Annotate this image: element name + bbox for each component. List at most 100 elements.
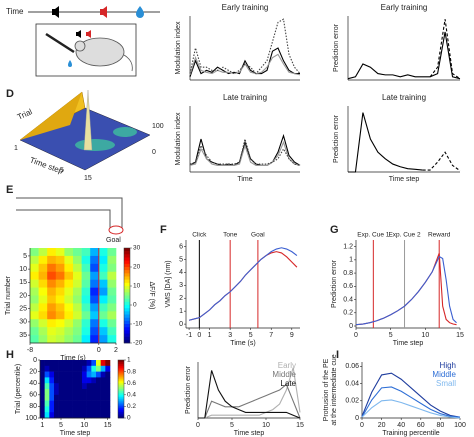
heatmap-cell [58, 383, 64, 390]
heatmap-cell [100, 389, 106, 396]
heatmap-cell [47, 327, 57, 336]
colorbar-tick-label: 30 [133, 245, 141, 252]
heatmap-cell [38, 319, 48, 328]
y-tick-label: 0 [179, 321, 183, 328]
heatmap-cell [38, 263, 48, 273]
colorbar-tick-label: 0 [133, 302, 137, 309]
x-tick-label: 5 [249, 332, 253, 339]
heatmap-cell [68, 383, 73, 390]
heatmap-cell [107, 271, 117, 280]
heatmap-cell [38, 327, 48, 336]
colorbar-step [124, 301, 130, 306]
heatmap-cell [90, 279, 100, 288]
heatmap-cell [100, 360, 106, 367]
colorbar-step [124, 273, 130, 277]
heatmap-cell [58, 360, 64, 367]
heatmap-cell [64, 303, 74, 312]
heatmap-cell [86, 371, 92, 378]
heatmap-cell [100, 377, 106, 384]
heatmap-cell [73, 295, 82, 304]
heatmap-cell [98, 287, 108, 296]
panel-letter: I [336, 349, 339, 361]
series-line [429, 19, 461, 80]
heatmap-cell [49, 371, 55, 378]
heatmap-cell [105, 400, 111, 407]
heatmap-cell [47, 255, 57, 265]
colorbar-step [124, 289, 130, 293]
heatmap-cell [30, 255, 39, 265]
colorbar-step [124, 327, 130, 331]
y-tick-label: 30 [19, 319, 27, 326]
drop-icon [136, 6, 144, 18]
heatmap-cell [86, 383, 92, 390]
heatmap-cell [40, 365, 45, 372]
heatmap-cell [30, 248, 39, 257]
colorbar-step [118, 371, 124, 374]
event-label: Exp. Cue 2 [388, 232, 421, 239]
heatmap-cell [64, 263, 74, 273]
colorbar-tick-label: -20 [133, 340, 143, 347]
x-tick-label: 1 [208, 332, 212, 339]
heatmap-cell [38, 271, 48, 280]
heatmap-cell [38, 279, 48, 288]
heatmap-cell [63, 360, 69, 367]
y-axis-label: Trial number [5, 275, 12, 315]
maze-schematic: Goal [16, 197, 124, 244]
heatmap-cell [44, 365, 50, 372]
colorbar-step [118, 375, 124, 378]
heatmap-cell [90, 263, 100, 273]
heatmap-cell [38, 248, 48, 257]
heatmap-cell [40, 394, 45, 401]
heatmap-cell [44, 412, 50, 419]
colorbar-step [124, 317, 130, 322]
surface-plot: Trial Time step 1 5 15 100 0 [14, 89, 164, 182]
heatmap-cell [38, 303, 48, 312]
y-tick-label: 0 [355, 415, 359, 422]
x-tick-label: 2 [114, 347, 118, 354]
heatmap-cell [64, 335, 74, 344]
y-tick-label: 40 [29, 380, 37, 387]
tick-label: 100 [152, 123, 164, 130]
series-line [189, 138, 301, 166]
colorbar-tick-label: -10 [133, 321, 143, 328]
y-axis-label: at the intermediate cue [331, 354, 338, 425]
heatmap-cell [44, 406, 50, 413]
heatmap-cell [100, 400, 106, 407]
heatmap-cell [98, 335, 108, 344]
colorbar-step [124, 295, 130, 299]
heatmap-cell [82, 389, 87, 396]
colorbar-step [124, 257, 130, 261]
colorbar-step [124, 248, 130, 252]
heatmap-cell [54, 400, 59, 407]
heatmap-cell [77, 360, 83, 367]
chart-title: Early training [381, 3, 428, 12]
heatmap-cell [81, 263, 91, 273]
colorbar-step [118, 416, 124, 419]
heatmap-cell [63, 400, 69, 407]
x-tick-label: 40 [397, 422, 405, 429]
x-tick-label: 7 [269, 332, 273, 339]
heatmap-cell [90, 327, 100, 336]
heatmap-cell [54, 371, 59, 378]
series-line [348, 112, 423, 173]
heatmap-cell [73, 279, 82, 288]
heatmap-cell [40, 371, 45, 378]
x-tick-label: 5 [59, 422, 63, 429]
surface-ridge [20, 92, 82, 140]
heatmap-cell [91, 394, 97, 401]
heatmap-cell [90, 255, 100, 265]
colorbar-step [124, 251, 130, 255]
legend-entry: Middle [432, 370, 456, 379]
heatmap-cell [47, 248, 57, 257]
heatmap-cell [54, 389, 59, 396]
heatmap-cell [107, 255, 117, 265]
heatmap-cell [73, 271, 82, 280]
heatmap-cell [82, 365, 87, 372]
series-line [198, 370, 301, 419]
colorbar-step [118, 408, 124, 411]
heatmap-cell [91, 400, 97, 407]
colorbar-step [118, 402, 124, 405]
x-axis-label: Time [237, 176, 252, 183]
colorbar-tick-label: 10 [133, 283, 141, 290]
heatmap-cell [105, 389, 111, 396]
